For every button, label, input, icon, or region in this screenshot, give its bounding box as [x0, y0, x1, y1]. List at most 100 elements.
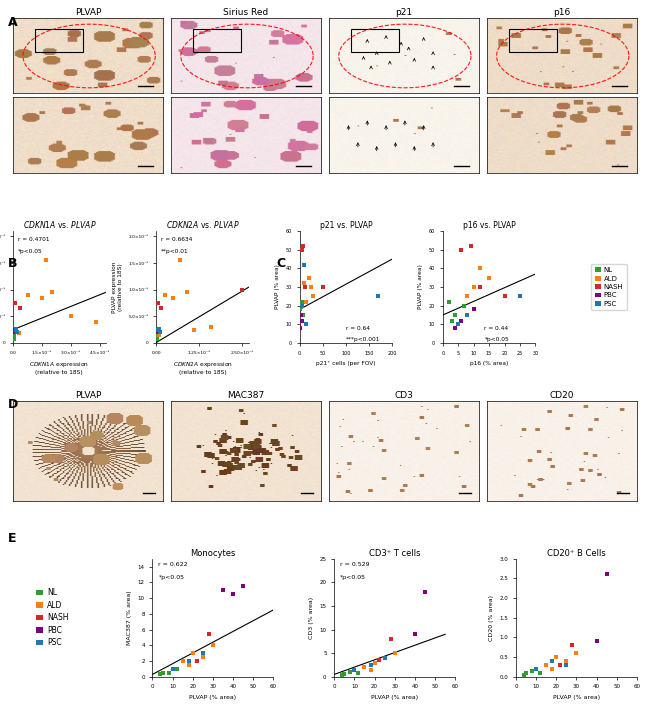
Point — [9, 326, 20, 337]
Point — [373, 655, 384, 666]
Point — [601, 569, 612, 580]
Point — [8, 324, 19, 336]
Point — [203, 628, 214, 639]
Point — [296, 296, 307, 307]
Point — [389, 648, 400, 659]
Point — [339, 669, 350, 680]
Point — [153, 326, 163, 338]
Point — [447, 315, 457, 326]
Text: A: A — [8, 16, 18, 28]
Legend: NL, ALD, NASH, PBC, PSC: NL, ALD, NASH, PBC, PSC — [591, 264, 627, 310]
Point — [450, 309, 460, 321]
Point — [527, 666, 538, 677]
Point — [551, 651, 562, 663]
Point — [547, 663, 558, 675]
Point — [175, 255, 185, 266]
Bar — [193, 30, 241, 52]
Point — [353, 668, 363, 679]
Point — [151, 332, 162, 343]
Point — [163, 667, 174, 678]
Point — [10, 298, 21, 309]
Text: r = 0.529: r = 0.529 — [340, 563, 370, 568]
Point — [299, 259, 309, 270]
Point — [182, 287, 192, 298]
Point — [567, 639, 578, 651]
Point — [317, 281, 328, 293]
Point — [154, 329, 164, 341]
Y-axis label: CD3 (% area): CD3 (% area) — [309, 596, 314, 639]
Title: CD3: CD3 — [395, 391, 413, 400]
Point — [547, 656, 558, 667]
Point — [380, 652, 390, 663]
X-axis label: PLVAP (% area): PLVAP (% area) — [371, 695, 418, 700]
Point — [308, 290, 318, 302]
Point — [183, 656, 194, 667]
Text: r = 0.4701: r = 0.4701 — [18, 237, 49, 242]
Point — [10, 324, 20, 336]
Y-axis label: CD20 (% area): CD20 (% area) — [489, 595, 494, 641]
Point — [474, 281, 485, 293]
Point — [462, 309, 473, 321]
Y-axis label: PLVAP expression
(relative to 18S): PLVAP expression (relative to 18S) — [112, 262, 123, 313]
Bar — [509, 30, 557, 52]
Title: p21 vs. PLVAP: p21 vs. PLVAP — [320, 221, 372, 231]
Point — [456, 244, 467, 255]
Point — [11, 324, 21, 335]
Point — [369, 657, 380, 668]
Title: $CDKN1A$ vs. $PLVAP$: $CDKN1A$ vs. $PLVAP$ — [23, 219, 96, 231]
Point — [156, 302, 166, 314]
X-axis label: $CDKN1A$ expression
(relative to 18S): $CDKN1A$ expression (relative to 18S) — [29, 360, 89, 375]
Point — [462, 309, 473, 321]
Text: *p<0.05: *p<0.05 — [340, 575, 366, 580]
Title: PLVAP: PLVAP — [75, 391, 101, 400]
Point — [155, 326, 166, 338]
Point — [183, 659, 194, 670]
Point — [40, 255, 51, 266]
Point — [298, 240, 308, 252]
Point — [571, 648, 582, 659]
Bar — [35, 30, 83, 52]
Point — [66, 311, 76, 322]
Text: r = 0.622: r = 0.622 — [159, 563, 188, 568]
Point — [91, 316, 101, 327]
Point — [349, 664, 359, 675]
Point — [521, 667, 531, 678]
Title: p16: p16 — [553, 8, 571, 17]
Point — [228, 589, 239, 600]
Point — [300, 281, 310, 293]
Point — [218, 584, 228, 596]
Point — [238, 581, 248, 592]
Title: PLVAP: PLVAP — [75, 8, 101, 17]
Point — [296, 300, 307, 312]
Point — [295, 304, 306, 315]
Point — [301, 319, 311, 330]
Text: D: D — [8, 398, 18, 411]
Text: B: B — [8, 257, 18, 270]
Point — [177, 656, 188, 667]
Point — [462, 290, 473, 302]
Y-axis label: PLVAP (% area): PLVAP (% area) — [275, 264, 280, 309]
Point — [157, 667, 168, 678]
Point — [295, 322, 306, 333]
Y-axis label: MAC387 (% area): MAC387 (% area) — [127, 591, 132, 645]
X-axis label: PLVAP (% area): PLVAP (% area) — [553, 695, 600, 700]
Point — [561, 659, 571, 670]
Point — [12, 326, 23, 338]
Point — [365, 659, 376, 670]
Title: CD3⁺ T cells: CD3⁺ T cells — [369, 549, 421, 558]
Point — [450, 322, 460, 333]
Point — [151, 326, 162, 337]
Point — [304, 272, 314, 283]
Title: p16 vs. PLVAP: p16 vs. PLVAP — [463, 221, 515, 231]
Point — [592, 636, 602, 647]
Point — [151, 333, 162, 344]
Point — [541, 659, 551, 670]
Text: C: C — [276, 257, 285, 270]
Point — [456, 315, 467, 326]
Text: r = 0.44: r = 0.44 — [484, 326, 508, 331]
Text: **p<0.01: **p<0.01 — [161, 249, 188, 254]
Text: r = 0.64: r = 0.64 — [346, 326, 370, 331]
Text: *p<0.05: *p<0.05 — [159, 575, 185, 580]
Point — [410, 629, 420, 640]
Point — [37, 292, 47, 303]
